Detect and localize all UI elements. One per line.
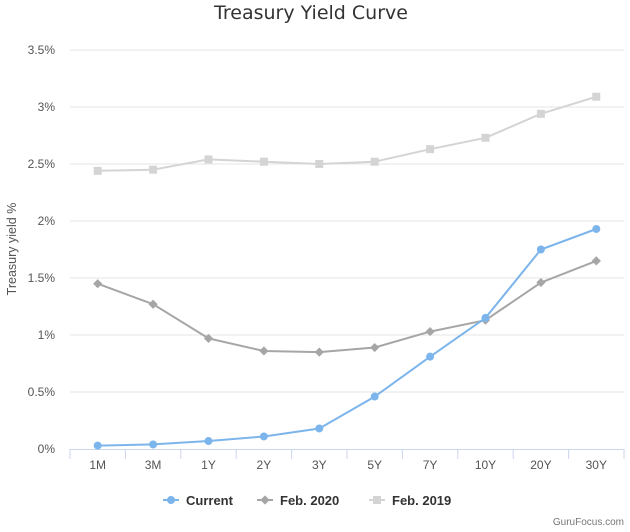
series-line-feb-2020 (96, 259, 598, 354)
series-group (93, 92, 601, 450)
data-point-feb-2020[interactable] (425, 326, 435, 337)
x-tick-label: 7Y (423, 458, 438, 472)
x-tick-label: 5Y (367, 458, 382, 472)
y-tick-label: 1% (38, 328, 56, 342)
legend-item-current[interactable]: Current (163, 493, 234, 508)
data-point-feb-2019[interactable] (426, 145, 435, 154)
legend-label: Feb. 2019 (392, 493, 451, 508)
y-axis-label: Treasury yield % (5, 203, 19, 296)
data-point-current[interactable] (93, 441, 102, 450)
y-tick-label: 2% (38, 214, 56, 228)
series-current (93, 224, 601, 450)
data-point-current[interactable] (315, 424, 324, 433)
data-point-feb-2020[interactable] (148, 299, 158, 309)
data-point-current[interactable] (592, 224, 601, 233)
data-point-current[interactable] (259, 432, 268, 441)
y-axis-ticks: 0% 0.5% 1% 1.5% 2% 2.5% 3% 3.5% (28, 43, 56, 456)
legend-marker[interactable] (260, 495, 270, 505)
data-point-current[interactable] (481, 313, 490, 322)
grid-lines (70, 49, 624, 393)
y-tick-label: 0.5% (28, 385, 56, 399)
series-feb-2019 (93, 92, 601, 175)
data-point-feb-2020[interactable] (314, 347, 324, 357)
data-point-feb-2020[interactable] (93, 279, 103, 289)
data-point-feb-2019[interactable] (481, 133, 490, 142)
x-tick-label: 3M (145, 458, 162, 472)
y-tick-label: 0% (38, 442, 56, 456)
x-axis (69, 449, 625, 459)
data-point-feb-2019[interactable] (259, 157, 268, 166)
legend-label: Feb. 2020 (280, 493, 339, 508)
data-point-feb-2019[interactable] (592, 92, 601, 101)
legend-item-feb-2019[interactable]: Feb. 2019 (369, 493, 451, 508)
series-feb-2020 (93, 256, 601, 357)
data-point-feb-2019[interactable] (149, 165, 158, 174)
data-point-feb-2019[interactable] (93, 166, 102, 175)
data-point-feb-2019[interactable] (536, 109, 545, 118)
series-line-current (96, 228, 598, 447)
y-tick-label: 1.5% (28, 271, 56, 285)
data-point-current[interactable] (426, 352, 435, 361)
series-line-feb-2019 (96, 95, 598, 172)
x-tick-label: 2Y (257, 458, 272, 472)
legend-item-feb-2020[interactable]: Feb. 2020 (257, 493, 339, 508)
x-tick-label: 30Y (586, 458, 607, 472)
data-point-current[interactable] (370, 392, 379, 401)
x-tick-label: 20Y (530, 458, 551, 472)
data-point-feb-2020[interactable] (370, 342, 380, 353)
x-tick-label: 1Y (201, 458, 216, 472)
y-tick-label: 2.5% (28, 157, 56, 171)
data-point-feb-2019[interactable] (204, 155, 213, 164)
data-point-feb-2020[interactable] (203, 333, 214, 344)
chart-title: Treasury Yield Curve (213, 2, 408, 24)
x-tick-label: 10Y (475, 458, 496, 472)
data-point-current[interactable] (204, 437, 213, 446)
x-axis-ticks: 1M 3M 1Y 2Y 3Y 5Y 7Y 10Y 20Y 30Y (89, 458, 607, 472)
legend-marker[interactable] (373, 496, 381, 504)
legend-label: Current (186, 493, 234, 508)
data-point-feb-2019[interactable] (315, 160, 324, 168)
y-tick-label: 3% (38, 100, 56, 114)
x-tick-label: 3Y (312, 458, 327, 472)
data-point-feb-2020[interactable] (536, 277, 546, 288)
data-point-feb-2020[interactable] (591, 256, 601, 266)
data-point-current[interactable] (536, 245, 545, 254)
credit-text[interactable]: GuruFocus.com (553, 517, 624, 528)
legend-marker[interactable] (167, 496, 175, 504)
data-point-current[interactable] (149, 440, 158, 449)
data-point-feb-2019[interactable] (370, 157, 379, 166)
legend[interactable]: Current Feb. 2020 Feb. 2019 (163, 493, 451, 508)
y-tick-label: 3.5% (28, 43, 56, 57)
data-point-feb-2020[interactable] (259, 346, 269, 356)
x-tick-label: 1M (89, 458, 106, 472)
